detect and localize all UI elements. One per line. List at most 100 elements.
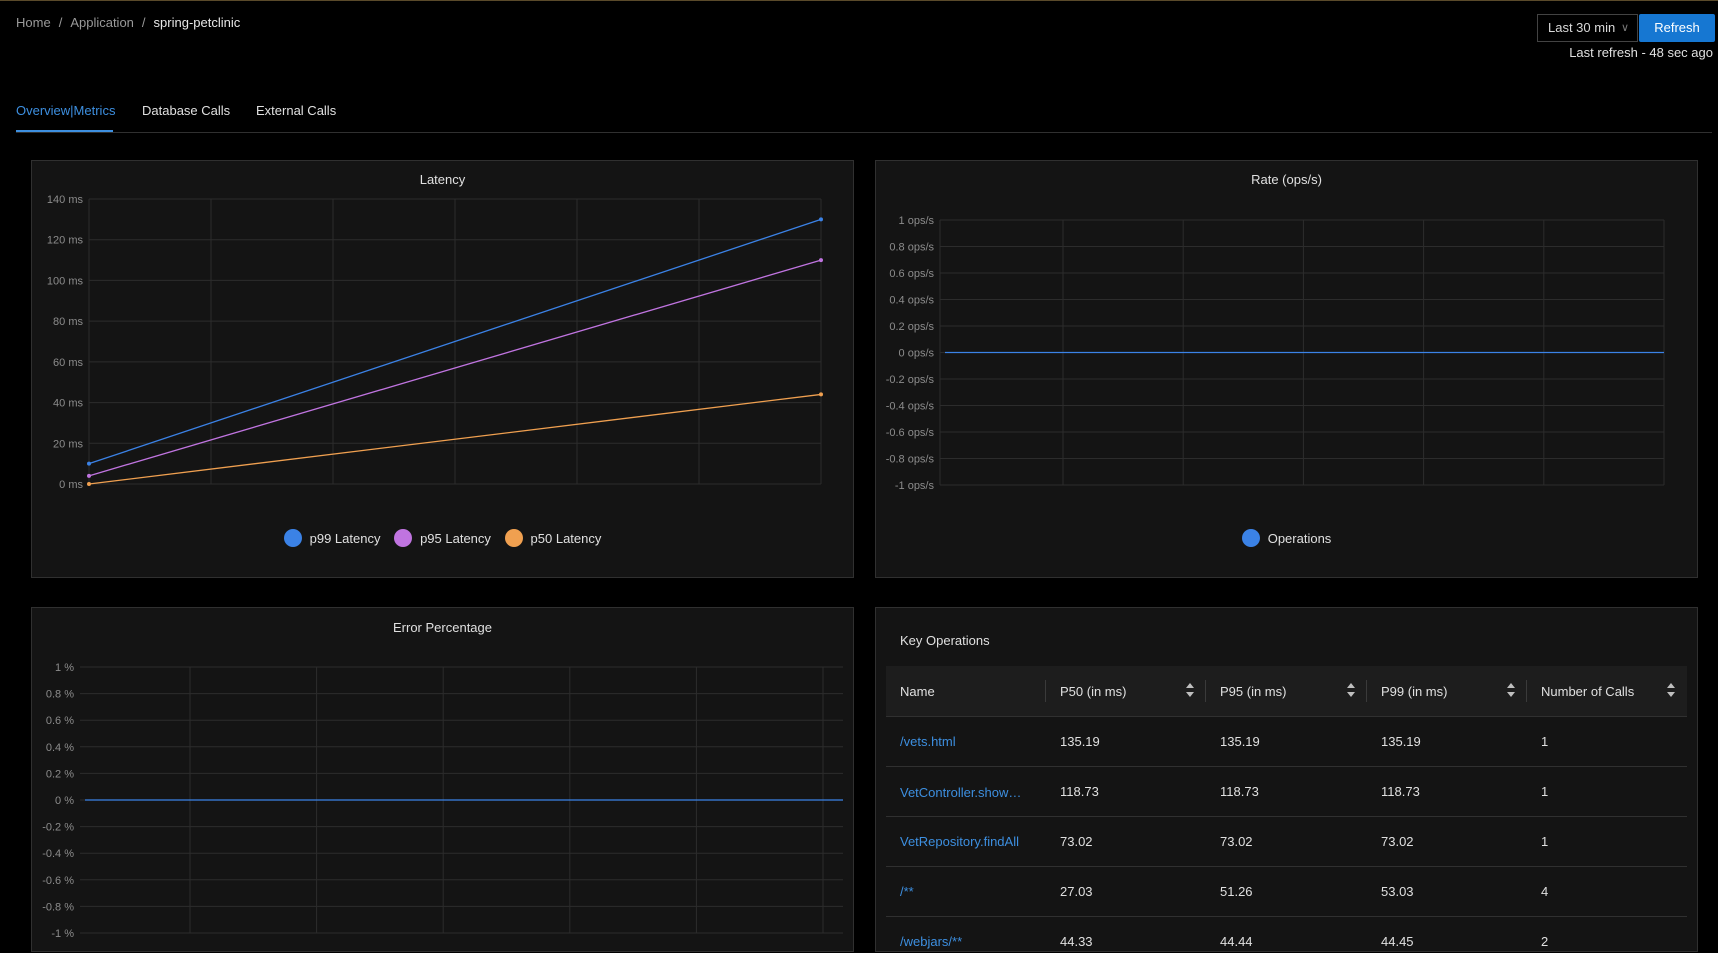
y-tick-label: 0 ops/s — [899, 348, 935, 360]
y-tick-label: -0.6 ops/s — [886, 427, 935, 439]
data-point — [87, 473, 91, 478]
y-tick-label: 0.4 ops/s — [889, 295, 934, 307]
legend-dot-operations — [1241, 529, 1260, 547]
cell-calls: 1 — [1527, 816, 1687, 867]
y-tick-label: 20 ms — [53, 438, 83, 450]
column-divider — [1366, 680, 1367, 702]
operation-name-link[interactable]: /webjars/** — [886, 916, 1046, 951]
legend-label-operations: Operations — [1267, 530, 1332, 546]
error-percentage-title: Error Percentage — [393, 620, 492, 635]
data-point — [87, 482, 91, 486]
legend-dot-p99 — [283, 529, 302, 547]
column-divider — [1526, 680, 1527, 702]
column-divider — [1045, 680, 1046, 702]
column-header-name: Name — [886, 666, 1046, 717]
legend-item-p95[interactable]: p95 Latency — [394, 529, 491, 547]
table-row: /webjars/** 44.33 44.44 44.45 2 — [886, 916, 1687, 951]
y-tick-label: -0.8 % — [42, 901, 74, 913]
active-tab-indicator — [16, 130, 113, 132]
column-header-p50[interactable]: P50 (in ms) — [1046, 666, 1206, 717]
y-tick-label: 0.8 ops/s — [889, 242, 934, 254]
table-row: /** 27.03 51.26 53.03 4 — [886, 866, 1687, 917]
y-tick-label: 0.6 % — [46, 715, 74, 727]
tab-overview-metrics[interactable]: Overview|Metrics — [16, 103, 116, 118]
operation-name-link[interactable]: VetController.showVetList — [886, 766, 1046, 817]
error-percentage-chart: 1 % 0.8 % 0.6 % 0.4 % 0.2 % 0 % -0.2 % -0.4 % -0… — [42, 662, 843, 940]
time-range-select[interactable]: Last 30 min ∨ — [1537, 14, 1638, 42]
y-tick-label: 140 ms — [47, 194, 84, 206]
cell-p50: 27.03 — [1046, 866, 1206, 917]
operation-name-link[interactable]: /** — [886, 866, 1046, 917]
cell-p95: 44.44 — [1206, 916, 1367, 951]
y-tick-label: 0 % — [55, 795, 74, 807]
series-line — [88, 393, 822, 485]
y-tick-label: -0.2 ops/s — [886, 374, 935, 386]
legend-dot-p95 — [394, 529, 413, 547]
column-header-p95[interactable]: P95 (in ms) — [1206, 666, 1367, 717]
last-refresh-text: Last refresh - 48 sec ago — [1569, 45, 1713, 60]
y-tick-label: -0.2 % — [42, 822, 74, 834]
y-tick-label: -0.8 ops/s — [886, 454, 935, 466]
y-tick-label: 80 ms — [53, 316, 83, 328]
column-label: P50 (in ms) — [1060, 683, 1127, 699]
sort-icon[interactable] — [1347, 683, 1355, 697]
tab-external-calls[interactable]: External Calls — [256, 103, 337, 118]
key-operations-title: Key Operations — [900, 633, 990, 648]
table-row: /vets.html 135.19 135.19 135.19 1 — [886, 716, 1687, 767]
y-tick-label: -0.4 ops/s — [886, 401, 935, 413]
breadcrumb-current: spring-petclinic — [153, 15, 241, 30]
series-line — [88, 259, 822, 477]
latency-chart: 140 ms 120 ms 100 ms 80 ms 60 ms 40 ms 20 ms 0 … — [47, 194, 823, 491]
table-row: VetRepository.findAll 73.02 73.02 73.02 … — [886, 816, 1687, 867]
cell-p50: 44.33 — [1046, 916, 1206, 951]
rate-chart: 1 ops/s 0.8 ops/s 0.6 ops/s 0.4 ops/s 0.2 op… — [886, 215, 1665, 491]
key-operations-panel: Key Operations Name P50 (in ms) P95 (in … — [875, 607, 1698, 952]
column-label: P99 (in ms) — [1381, 683, 1448, 699]
operation-name-text: VetController.showVetList — [900, 784, 1028, 800]
y-tick-label: 1 ops/s — [899, 215, 935, 227]
operation-name-link[interactable]: VetRepository.findAll — [886, 816, 1046, 867]
sort-icon[interactable] — [1186, 683, 1194, 697]
legend-item-p50[interactable]: p50 Latency — [504, 529, 602, 547]
legend-item-operations[interactable]: Operations — [1241, 529, 1332, 547]
cell-calls: 1 — [1527, 766, 1687, 817]
column-header-p99[interactable]: P99 (in ms) — [1367, 666, 1527, 717]
legend-item-p99[interactable]: p99 Latency — [283, 529, 380, 547]
cell-p95: 135.19 — [1206, 716, 1367, 767]
breadcrumb-separator: / — [58, 15, 63, 30]
cell-calls: 4 — [1527, 866, 1687, 917]
cell-p99: 118.73 — [1367, 766, 1527, 817]
legend-label-p95: p95 Latency — [420, 530, 491, 546]
chevron-down-icon: ∨ — [1620, 22, 1629, 34]
y-tick-label: 120 ms — [47, 235, 84, 247]
y-tick-label: 0.4 % — [46, 742, 74, 754]
cell-p99: 44.45 — [1367, 916, 1527, 951]
y-tick-label: 1 % — [55, 662, 74, 674]
legend-dot-p50 — [504, 529, 523, 547]
rate-panel: Rate (ops/s) 1 ops/s 0.8 ops/s 0.6 ops/s 0.… — [875, 160, 1698, 578]
latency-panel: Latency 140 ms 120 ms 100 ms 80 ms 60 ms 40 m… — [31, 160, 854, 578]
series-line — [88, 218, 822, 465]
sort-icon[interactable] — [1667, 683, 1675, 697]
cell-calls: 1 — [1527, 716, 1687, 767]
cell-p50: 135.19 — [1046, 716, 1206, 767]
breadcrumb-separator: / — [141, 15, 146, 30]
refresh-button[interactable]: Refresh — [1639, 14, 1715, 42]
y-tick-label: 0 ms — [59, 479, 83, 491]
breadcrumb-application[interactable]: Application — [70, 15, 134, 30]
y-tick-label: 0.6 ops/s — [889, 268, 934, 280]
tab-database-calls[interactable]: Database Calls — [142, 103, 231, 118]
sort-icon[interactable] — [1507, 683, 1515, 697]
tab-bar: Overview|Metrics Database Calls External… — [16, 100, 1712, 133]
column-label: Number of Calls — [1541, 683, 1635, 699]
cell-p50: 118.73 — [1046, 766, 1206, 817]
cell-p50: 73.02 — [1046, 816, 1206, 867]
column-label: Name — [900, 683, 935, 699]
breadcrumb-home[interactable]: Home — [16, 15, 51, 30]
y-tick-label: -0.6 % — [42, 875, 74, 887]
column-header-calls[interactable]: Number of Calls — [1527, 666, 1687, 717]
operation-name-link[interactable]: /vets.html — [886, 716, 1046, 767]
legend-label-p50: p50 Latency — [530, 530, 602, 546]
y-tick-label: -1 % — [51, 928, 74, 940]
latency-legend: p99 Latency p95 Latency p50 Latency — [32, 529, 853, 550]
